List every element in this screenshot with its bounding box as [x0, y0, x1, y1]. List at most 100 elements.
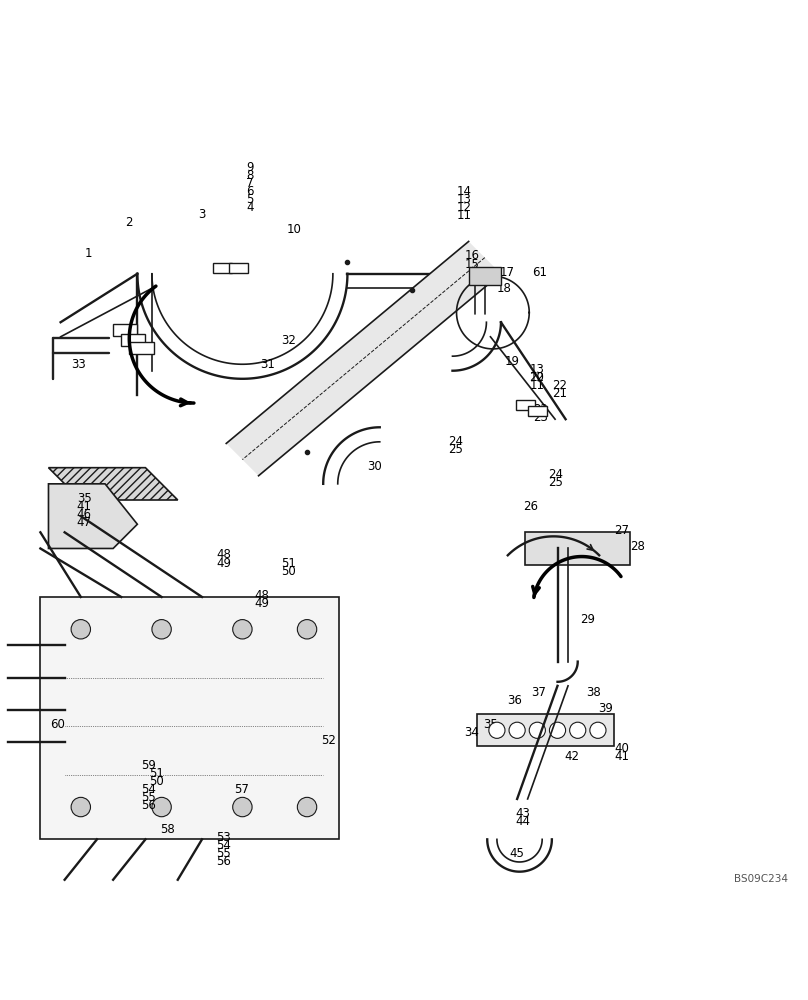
Text: 1: 1: [85, 247, 92, 260]
Text: 6: 6: [246, 185, 254, 198]
Circle shape: [509, 722, 525, 738]
Circle shape: [71, 797, 90, 817]
Text: BS09C234: BS09C234: [734, 874, 788, 884]
Text: 52: 52: [322, 734, 336, 747]
Text: 17: 17: [499, 266, 515, 279]
Text: 55: 55: [217, 847, 231, 860]
Circle shape: [590, 722, 606, 738]
Text: 41: 41: [614, 750, 629, 763]
Text: 10: 10: [287, 223, 301, 236]
Text: 18: 18: [497, 282, 511, 295]
Text: 15: 15: [465, 258, 479, 271]
Text: 54: 54: [141, 783, 156, 796]
Text: 48: 48: [255, 589, 269, 602]
Text: 53: 53: [217, 831, 231, 844]
Text: 22: 22: [533, 403, 549, 416]
Text: 11: 11: [529, 379, 545, 392]
Text: 35: 35: [483, 718, 498, 731]
Circle shape: [549, 722, 566, 738]
Text: 23: 23: [533, 411, 548, 424]
Circle shape: [233, 797, 252, 817]
Text: 56: 56: [141, 799, 156, 812]
Text: 28: 28: [630, 540, 645, 553]
Circle shape: [152, 797, 171, 817]
Text: 12: 12: [457, 201, 472, 214]
Text: 60: 60: [50, 718, 65, 731]
Bar: [229, 263, 248, 273]
Polygon shape: [525, 532, 630, 565]
Text: 13: 13: [457, 193, 471, 206]
Text: 57: 57: [234, 783, 249, 796]
Text: 25: 25: [548, 476, 562, 489]
Text: 50: 50: [149, 775, 164, 788]
Text: 5: 5: [246, 193, 254, 206]
Polygon shape: [48, 468, 178, 500]
Text: 2: 2: [125, 216, 133, 229]
Text: 4: 4: [246, 201, 254, 214]
Text: 34: 34: [465, 726, 479, 739]
Bar: [528, 406, 547, 416]
Bar: [129, 342, 154, 354]
Text: 21: 21: [552, 387, 567, 400]
Text: 19: 19: [505, 355, 520, 368]
Text: 31: 31: [260, 358, 275, 371]
Text: 45: 45: [509, 847, 524, 860]
Text: 9: 9: [246, 161, 254, 174]
Bar: [121, 334, 145, 346]
Circle shape: [570, 722, 586, 738]
Text: 16: 16: [465, 249, 480, 262]
Bar: [469, 267, 501, 285]
Text: 24: 24: [448, 435, 464, 448]
Text: 12: 12: [529, 371, 545, 384]
Text: 42: 42: [564, 750, 579, 763]
Text: 24: 24: [548, 468, 563, 481]
Text: 32: 32: [281, 334, 296, 347]
Text: 49: 49: [217, 557, 232, 570]
Text: 44: 44: [516, 815, 531, 828]
Text: 51: 51: [149, 767, 164, 780]
Polygon shape: [48, 484, 137, 548]
Text: 59: 59: [141, 759, 156, 772]
Text: 8: 8: [246, 169, 254, 182]
Text: 27: 27: [614, 524, 629, 537]
Text: 51: 51: [281, 557, 296, 570]
Text: 56: 56: [217, 855, 231, 868]
Text: 13: 13: [529, 363, 544, 376]
Circle shape: [233, 620, 252, 639]
Text: 41: 41: [77, 500, 92, 513]
Text: 40: 40: [614, 742, 629, 755]
Text: 36: 36: [507, 694, 522, 707]
Circle shape: [489, 722, 505, 738]
Text: 35: 35: [77, 492, 91, 505]
Text: 30: 30: [368, 460, 382, 473]
Bar: [516, 400, 535, 410]
Text: 39: 39: [598, 702, 612, 715]
Text: 46: 46: [77, 508, 92, 521]
Bar: [40, 597, 339, 839]
Text: 49: 49: [255, 597, 270, 610]
Text: 29: 29: [580, 613, 595, 626]
Circle shape: [297, 620, 317, 639]
Bar: [113, 324, 137, 336]
Text: 22: 22: [552, 379, 567, 392]
Text: 20: 20: [529, 371, 544, 384]
Text: 61: 61: [532, 266, 547, 279]
Text: 55: 55: [141, 791, 156, 804]
Circle shape: [529, 722, 545, 738]
Circle shape: [152, 620, 171, 639]
Bar: [213, 263, 232, 273]
Text: 33: 33: [71, 358, 86, 371]
Text: 3: 3: [198, 208, 205, 221]
Polygon shape: [226, 241, 501, 476]
Polygon shape: [477, 714, 614, 746]
Circle shape: [71, 620, 90, 639]
Text: 37: 37: [532, 686, 546, 699]
Text: 14: 14: [457, 185, 472, 198]
Text: 11: 11: [457, 209, 472, 222]
Text: 43: 43: [516, 807, 530, 820]
Text: 25: 25: [448, 443, 463, 456]
Text: 50: 50: [281, 565, 296, 578]
Text: 26: 26: [524, 500, 539, 513]
Text: 38: 38: [586, 686, 600, 699]
Circle shape: [297, 797, 317, 817]
